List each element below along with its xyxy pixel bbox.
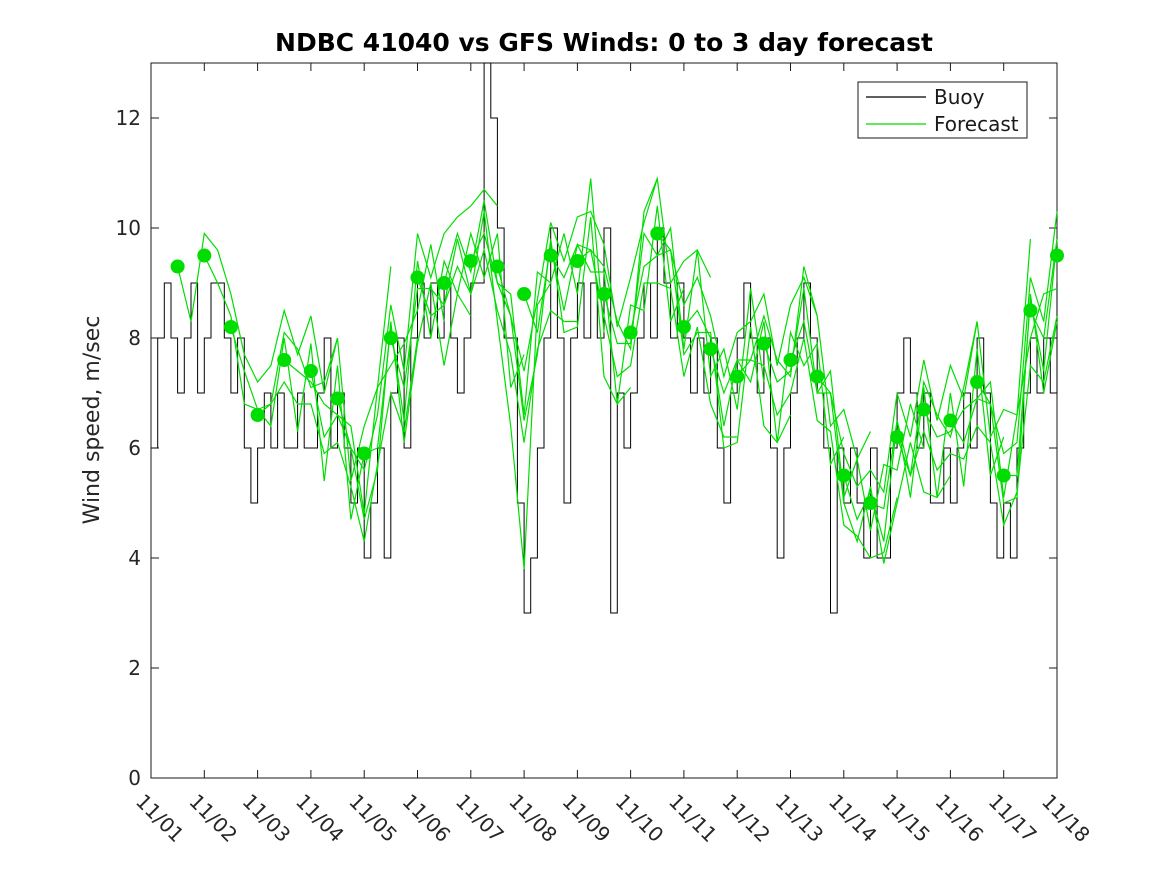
legend: Buoy Forecast (857, 81, 1028, 139)
forecast-dot (330, 391, 345, 406)
forecast-run-line (283, 244, 445, 515)
y-tick-label: 12 (116, 106, 141, 130)
forecast-dot (490, 259, 505, 274)
y-tick-label: 10 (116, 216, 141, 240)
forecast-run-line (550, 176, 712, 352)
forecast-run-line (1029, 238, 1058, 341)
forecast-run-line (763, 288, 925, 531)
forecast-run-line (710, 266, 872, 461)
forecast-run-line (603, 225, 765, 410)
forecast-run-line (443, 178, 605, 416)
forecast-dot (517, 287, 532, 301)
forecast-run-line (896, 315, 1058, 528)
forecast-dot (543, 248, 558, 263)
forecast-dot (890, 430, 905, 444)
forecast-dot (996, 468, 1011, 483)
forecast-dot (1023, 303, 1038, 318)
buoy-step-line (151, 62, 1058, 614)
y-tick-label: 2 (128, 656, 141, 680)
forecast-run-line (470, 216, 632, 421)
plot-border (150, 62, 1058, 779)
forecast-dot (650, 226, 665, 241)
data-series (151, 62, 1058, 614)
forecast-dot (597, 287, 611, 301)
forecast-dot (463, 254, 478, 268)
forecast-start-dots (170, 226, 1064, 510)
forecast-dot (357, 446, 372, 461)
forecast-run-line (630, 249, 792, 449)
legend-buoy-label: Buoy (934, 85, 985, 109)
forecast-dot (197, 248, 212, 263)
forecast-dot (970, 375, 985, 389)
forecast-dot (277, 353, 292, 367)
forecast-run-line (310, 282, 472, 520)
y-tick-label: 4 (128, 546, 141, 570)
forecast-run-line (736, 337, 898, 559)
forecast-run-line (257, 337, 419, 542)
chart-title: NDBC 41040 vs GFS Winds: 0 to 3 day fore… (275, 28, 933, 57)
forecast-run-line (683, 309, 845, 467)
forecast-run-line (1003, 238, 1058, 477)
forecast-dot (437, 276, 452, 290)
forecast-dot (756, 336, 771, 351)
forecast-run-line (336, 188, 498, 472)
y-tick-labels: 0 2 4 6 8 10 12 (116, 106, 141, 790)
legend-forecast-label: Forecast (934, 112, 1019, 136)
forecast-run-lines (177, 176, 1058, 570)
forecast-dot (703, 342, 718, 356)
forecast-run-line (177, 232, 339, 394)
forecast-run-line (523, 205, 685, 405)
forecast-run-line (870, 238, 1031, 510)
forecast-dot (810, 369, 825, 384)
forecast-run-line (843, 348, 1005, 542)
forecast-run-line (949, 293, 1058, 504)
forecast-run-line (976, 211, 1058, 455)
forecast-run-line (203, 255, 365, 520)
forecast-dot (676, 320, 691, 334)
forecast-dot (943, 413, 958, 428)
y-tick-label: 0 (128, 766, 141, 790)
forecast-run-line (363, 231, 525, 455)
forecast-run-line (816, 321, 978, 494)
forecast-dot (623, 325, 638, 340)
forecast-dot (170, 259, 185, 274)
forecast-dot (730, 369, 745, 384)
forecast-run-line (656, 233, 818, 379)
forecast-run-line (577, 248, 738, 438)
forecast-dot (303, 364, 318, 378)
y-tick-label: 6 (128, 436, 141, 460)
buoy-line-path (151, 62, 1058, 614)
forecast-dot (223, 320, 238, 334)
y-axis-label: Wind speed, m/sec (80, 316, 105, 525)
forecast-dot (383, 331, 398, 345)
forecast-dot (570, 254, 585, 268)
forecast-dot (863, 496, 878, 510)
forecast-dot (250, 408, 265, 422)
y-tick-label: 8 (128, 326, 141, 350)
forecast-dot (836, 468, 851, 483)
forecast-dot (783, 353, 798, 367)
legend-box (857, 81, 1028, 139)
forecast-run-line (789, 319, 951, 564)
forecast-dot (410, 270, 425, 285)
forecast-run-line (416, 247, 578, 443)
forecast-dot (1050, 248, 1064, 263)
forecast-run-line (496, 178, 658, 372)
forecast-dot (916, 402, 931, 417)
